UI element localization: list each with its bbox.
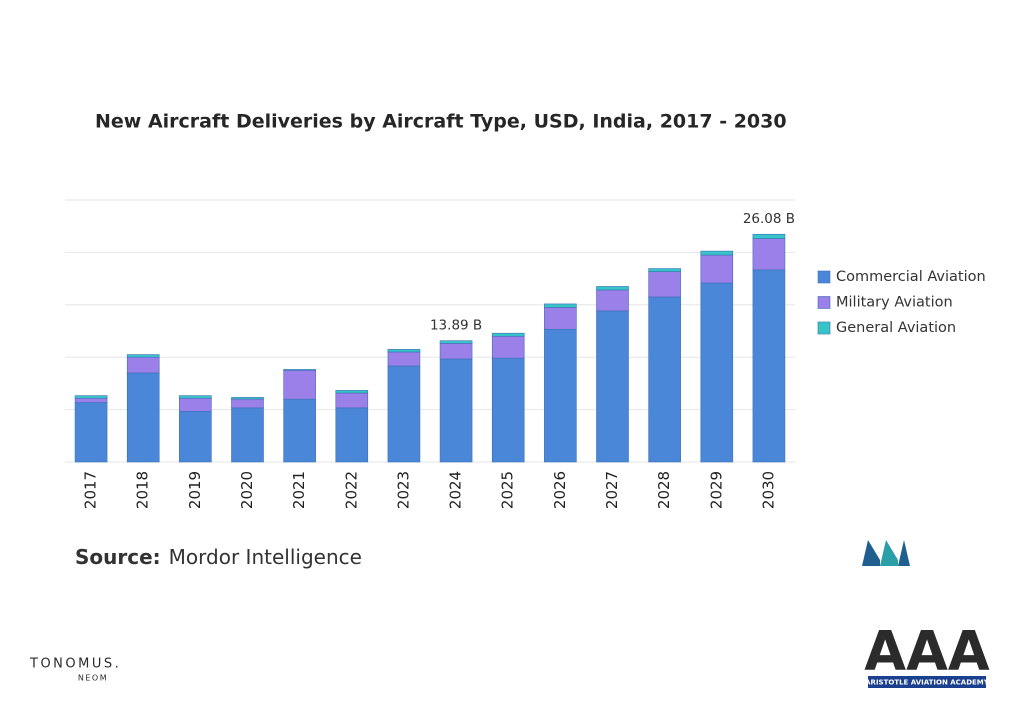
bar-segment [283, 398, 316, 463]
academy-band [868, 676, 986, 688]
mordor-logo [862, 540, 910, 566]
source: Source: Mordor Intelligence [75, 545, 362, 569]
x-tick-label: 2026 [551, 471, 569, 509]
bar-segment [439, 343, 473, 360]
neom-logo: NEOM [78, 674, 108, 683]
bar-segment [700, 282, 734, 463]
x-tick-label: 2024 [447, 471, 465, 509]
bar-segment [596, 286, 629, 291]
x-tick-label: 2021 [290, 471, 308, 509]
bar-segment [126, 356, 160, 374]
bar-segment [752, 238, 786, 271]
bar-segment [387, 351, 421, 367]
bar-segment [596, 310, 629, 463]
bar-segment [179, 397, 212, 412]
x-tick-label: 2023 [394, 471, 412, 509]
x-tick-label: 2018 [134, 471, 152, 509]
x-tick-label: 2027 [603, 471, 621, 509]
legend-label: Military Aviation [836, 295, 953, 311]
bar-segment [596, 289, 629, 312]
bar-segment [126, 372, 160, 463]
bar-segment [544, 307, 577, 330]
bar-segment [544, 328, 577, 463]
bar-segment [648, 296, 681, 463]
bar-segment [648, 271, 681, 298]
bar-segment [74, 395, 108, 399]
bar-segment [74, 402, 108, 463]
bar-segment [700, 254, 734, 284]
bar-segment [74, 397, 108, 403]
bar-segment [179, 395, 212, 399]
x-tick-label: 2029 [707, 471, 725, 509]
x-tick-label: 2022 [342, 471, 360, 509]
annotation: 26.08 B [743, 211, 795, 227]
bar-segment [231, 397, 264, 400]
legend-swatch [817, 321, 831, 335]
bar-segment [700, 250, 734, 256]
bar-segment [439, 340, 473, 344]
tonomus-logo: TONOMUS. [29, 657, 121, 672]
bar-segment [491, 332, 525, 337]
bar-segment [439, 358, 473, 463]
bar-segment [335, 390, 369, 394]
academy-name: ARISTOTLE AVIATION ACADEMY [865, 679, 990, 687]
bar-segment [283, 369, 316, 400]
x-tick-label: 2020 [238, 471, 256, 509]
source-label: Source: [75, 545, 161, 569]
bar-segment [283, 369, 316, 371]
bar-segment [387, 365, 421, 463]
chart-title: New Aircraft Deliveries by Aircraft Type… [95, 111, 787, 133]
legend: Commercial Aviation Military Aviation Gene… [817, 269, 986, 336]
plot: 2017 2018 2019 2020 2021 2022 2023 2024 2025 2026… [65, 199, 795, 509]
bar-segment [231, 407, 264, 463]
bar-segment [491, 357, 525, 463]
bar-segment [491, 335, 525, 359]
bar-segment [335, 407, 369, 463]
x-tick-label: 2019 [186, 471, 204, 509]
x-tick-label: 2017 [82, 471, 100, 509]
bar-segment [544, 303, 577, 308]
legend-swatch [817, 296, 831, 309]
bar-segment [231, 398, 264, 409]
source-text: Mordor Intelligence [169, 545, 362, 569]
bar-segment [335, 392, 369, 409]
bar-segment [387, 349, 421, 353]
bar-segment [752, 269, 786, 463]
x-tick-label: 2025 [499, 471, 517, 509]
bar-segment [179, 411, 212, 463]
x-tick-label: 2030 [759, 471, 777, 509]
legend-label: General Aviation [836, 320, 956, 336]
legend-swatch [817, 270, 831, 284]
bar-segment [126, 354, 160, 358]
bar-segment [752, 233, 786, 239]
x-tick-label: 2028 [655, 471, 673, 509]
bar-segment [648, 268, 681, 272]
annotation: 13.89 B [430, 318, 482, 334]
legend-label: Commercial Aviation [836, 269, 986, 285]
academy-mark: AAA [864, 620, 990, 683]
